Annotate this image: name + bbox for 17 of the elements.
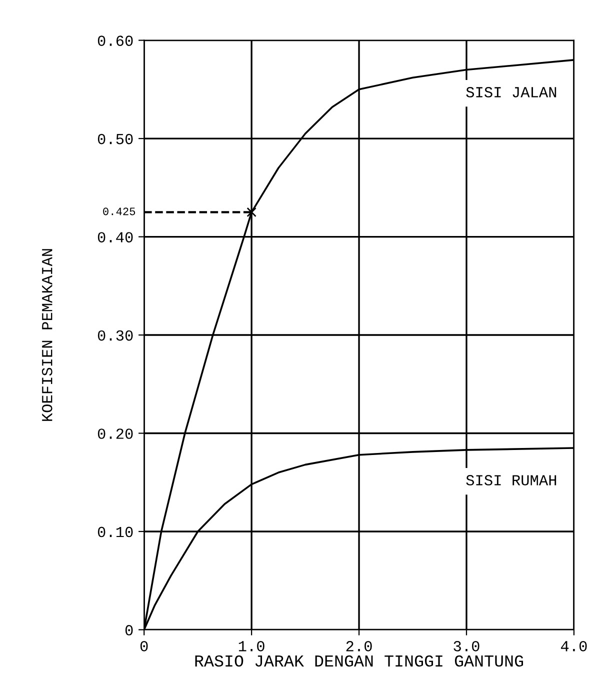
- x-tick-label: 2.0: [346, 640, 372, 652]
- x-tick-label: 0: [140, 640, 148, 652]
- y-tick-label: 0.60: [98, 36, 133, 46]
- x-tick-label: 3.0: [454, 640, 480, 652]
- y-tick-label: 0: [125, 625, 133, 636]
- y-tick-label: 0.40: [98, 232, 133, 242]
- y-tick-label: 0.30: [98, 330, 133, 341]
- series-label: SISI JALAN: [466, 87, 556, 98]
- y-tick-label: 0.10: [98, 526, 133, 538]
- series-label: SISI RUMAH: [466, 475, 556, 486]
- y-axis-title: KOEFISIEN PEMAKAIAN: [42, 249, 52, 421]
- x-axis-title: RASIO JARAK DENGAN TINGGI GANTUNG: [195, 655, 524, 667]
- y-tick-label: 0.50: [98, 134, 133, 144]
- ref-line-label: 0.425: [103, 208, 136, 216]
- x-tick-label: 1.0: [238, 640, 264, 652]
- x-tick-label: 4.0: [560, 640, 587, 652]
- y-tick-label: 0.20: [98, 428, 133, 439]
